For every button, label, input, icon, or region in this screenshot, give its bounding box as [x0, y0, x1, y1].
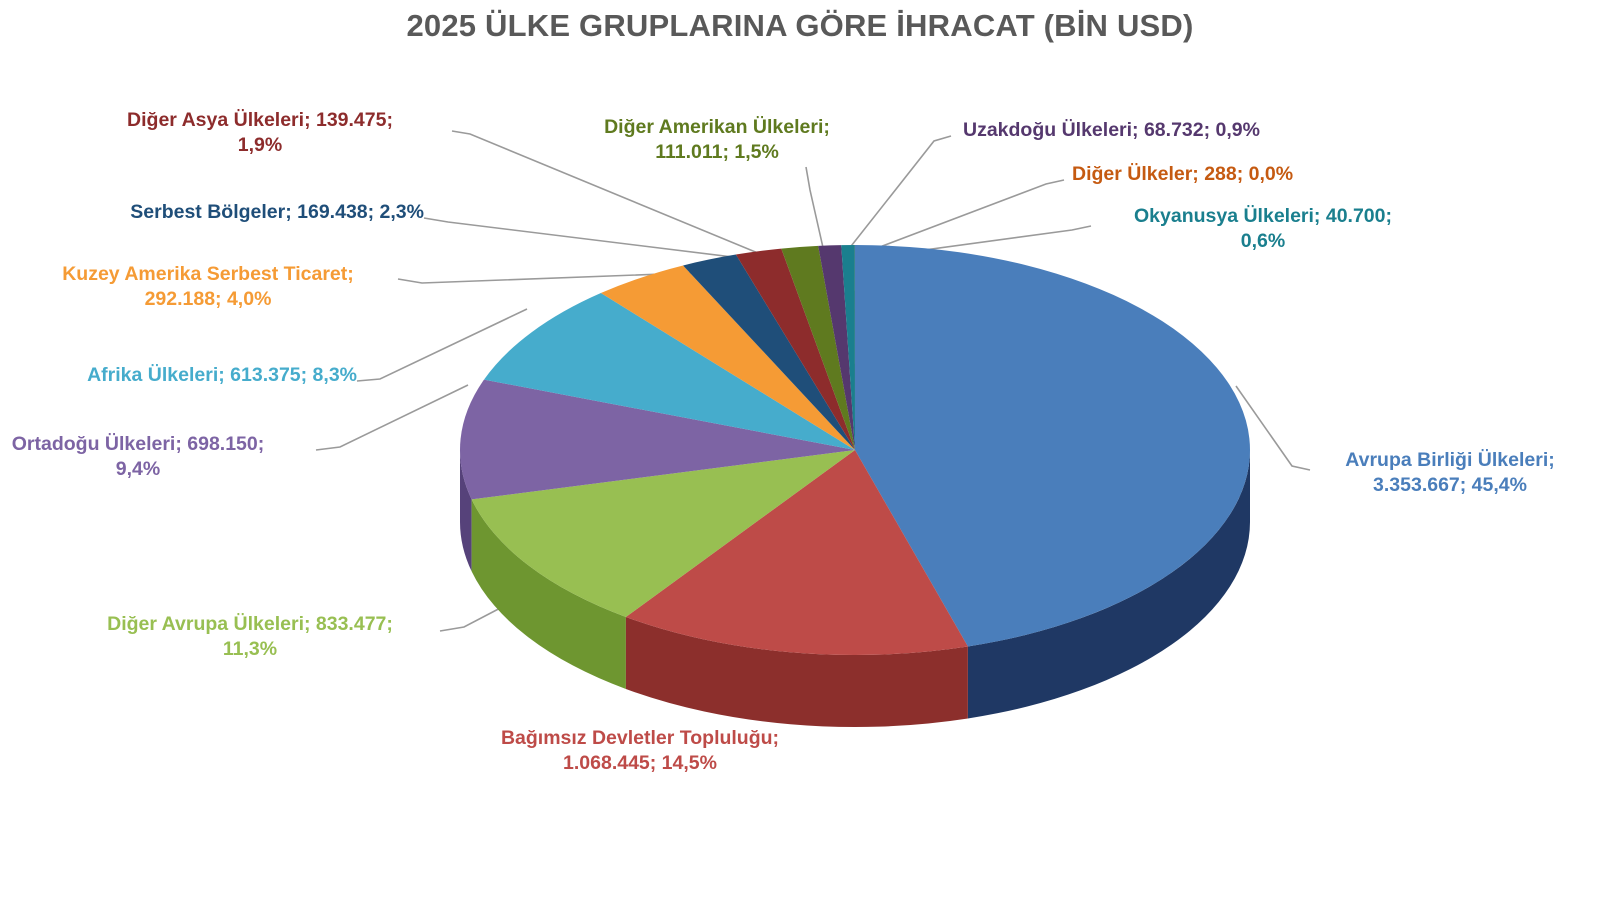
pie-slice-9[interactable] — [781, 245, 855, 450]
pie-slice-side — [471, 499, 626, 689]
leader-line-diger-asya — [451, 130, 771, 259]
leader-line-diger-ulkeler — [855, 179, 1065, 257]
data-label-diger-asya: Diğer Asya Ülkeleri; 139.475; 1,9% — [127, 109, 393, 156]
pie-slice-1[interactable] — [855, 245, 1251, 647]
data-label-diger-ulkeler: Diğer Ülkeler; 288; 0,0% — [1072, 163, 1294, 185]
data-label-diger-amerikan: Diğer Amerikan Ülkeleri; 111.011; 1,5% — [604, 116, 830, 163]
leader-line-afrika — [356, 308, 528, 382]
pie-slice-3[interactable] — [471, 450, 855, 617]
data-label-afrika: Afrika Ülkeleri; 613.375; 8,3% — [87, 364, 357, 386]
leader-line-ortadogu — [315, 384, 469, 451]
data-label-okyanusya: Okyanusya Ülkeleri; 40.700; 0,6% — [1134, 205, 1392, 252]
pie-slice-side — [625, 616, 968, 727]
leader-line-diger-avrupa — [439, 603, 509, 632]
pie-geometry-group — [459, 245, 1251, 727]
pie-slice-4[interactable] — [459, 379, 855, 500]
leader-line-uzakdogu — [847, 135, 952, 251]
data-label-serbest-bolgeler: Serbest Bölgeler; 169.438; 2,3% — [130, 201, 424, 223]
pie-slice-10[interactable] — [818, 245, 855, 450]
data-label-bagimsiz: Bağımsız Devletler Topluluğu; 1.068.445;… — [500, 727, 780, 774]
pie-slice-5[interactable] — [483, 293, 855, 450]
pie-slice-8[interactable] — [735, 248, 855, 450]
leader-line-diger-amerikan — [805, 166, 825, 253]
data-label-kuzey-amerika: Kuzey Amerika Serbest Ticaret; 292.188; … — [62, 263, 354, 310]
data-label-diger-avrupa: Diğer Avrupa Ülkeleri; 833.477; 11,3% — [107, 613, 393, 660]
leader-line-kuzey-amerika — [397, 271, 717, 284]
leader-line-serbest — [423, 217, 758, 261]
pie-slice-2[interactable] — [625, 450, 968, 655]
pie-slice-6[interactable] — [600, 265, 855, 450]
data-label-ortadogu: Ortadoğu Ülkeleri; 698.150; 9,4% — [11, 433, 265, 480]
pie-slice-side — [460, 450, 472, 572]
pie-slice-7[interactable] — [683, 254, 855, 450]
data-label-avrupa-birligi: Avrupa Birliği Ülkeleri; 3.353.667; 45,4… — [1345, 449, 1555, 496]
data-label-uzakdogu: Uzakdoğu Ülkeleri; 68.732; 0,9% — [963, 119, 1260, 141]
leader-line-avrupa-birligi — [1235, 385, 1311, 471]
pie-slice-11[interactable] — [841, 245, 855, 450]
pie-slice-side — [967, 450, 1250, 719]
chart-title: 2025 ÜLKE GRUPLARINA GÖRE İHRACAT (BİN U… — [406, 8, 1194, 43]
